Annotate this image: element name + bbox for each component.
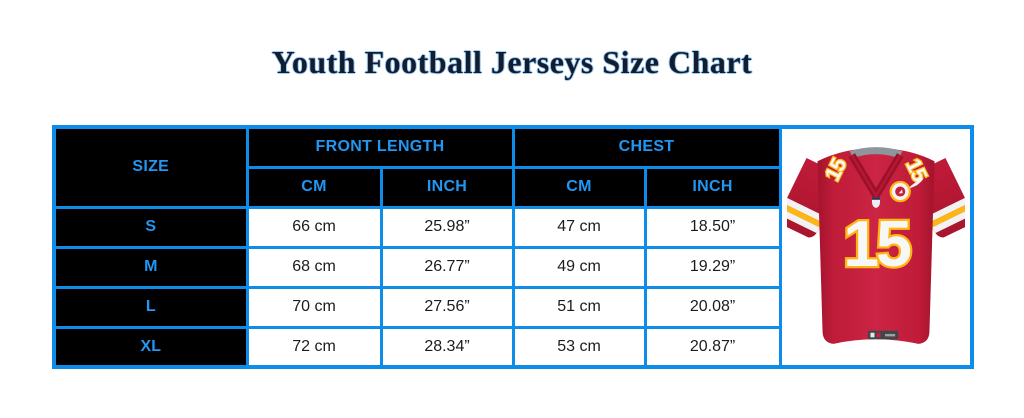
jersey-chest-number: 15 [843,208,911,280]
column-group-chest: CHEST [511,125,782,169]
column-header-chest-cm: CM [511,165,647,209]
size-label: L [52,285,249,329]
team-patch-icon [889,180,911,203]
jock-tag [867,330,898,340]
chest-inch: 18.50” [643,205,782,249]
jersey-photo-cell: 15 15 [778,125,974,369]
swoosh-icon [908,177,924,189]
nfl-shield-icon [871,197,880,209]
table-row-l: L 70 cm 27.56” 51 cm 20.08” [52,285,972,329]
jersey-collar-band [849,147,903,159]
chest-cm: 53 cm [511,325,647,369]
column-header-chest-inch: INCH [643,165,782,209]
jersey-image: 15 15 [783,133,969,361]
front-length-inch: 25.98” [379,205,515,249]
column-header-front-cm: CM [245,165,383,209]
chest-inch: 19.29” [643,245,782,289]
front-length-cm: 66 cm [245,205,383,249]
size-chart-table: SIZE FRONT LENGTH CHEST [52,125,975,369]
front-length-cm: 72 cm [245,325,383,369]
chest-inch: 20.87” [643,325,782,369]
size-label: XL [52,325,249,369]
front-length-inch: 26.77” [379,245,515,289]
front-length-inch: 27.56” [379,285,515,329]
jersey-illustration: 15 15 [786,147,965,344]
page-title: Youth Football Jerseys Size Chart [271,44,753,80]
table-row-xl: XL 72 cm 28.34” 53 cm 20.87” [52,325,972,369]
table-row-m: M 68 cm 26.77” 49 cm 19.29” [52,245,972,289]
chest-cm: 47 cm [511,205,647,249]
chest-inch: 20.08” [643,285,782,329]
chest-cm: 49 cm [511,245,647,289]
column-group-front-length: FRONT LENGTH [245,125,515,169]
chest-cm: 51 cm [511,285,647,329]
front-length-cm: 70 cm [245,285,383,329]
table-row-s: S 66 cm 25.98” 47 cm 18.50” [52,205,972,249]
column-header-size: SIZE [52,125,249,209]
size-label: S [52,205,249,249]
column-header-front-inch: INCH [379,165,515,209]
size-label: M [52,245,249,289]
front-length-cm: 68 cm [245,245,383,289]
front-length-inch: 28.34” [379,325,515,369]
